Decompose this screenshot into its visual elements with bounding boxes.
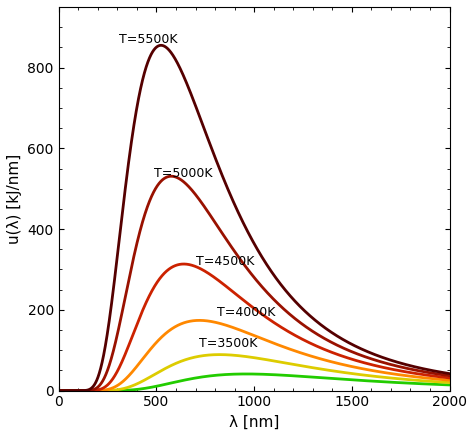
Text: T=4500K: T=4500K <box>195 256 254 268</box>
Y-axis label: u(λ) [kJ/nm]: u(λ) [kJ/nm] <box>7 154 22 244</box>
Text: T=3500K: T=3500K <box>200 337 258 350</box>
X-axis label: λ [nm]: λ [nm] <box>229 415 279 430</box>
Text: T=5000K: T=5000K <box>155 166 213 180</box>
Text: T=4000K: T=4000K <box>217 306 275 319</box>
Text: T=5500K: T=5500K <box>119 33 178 46</box>
